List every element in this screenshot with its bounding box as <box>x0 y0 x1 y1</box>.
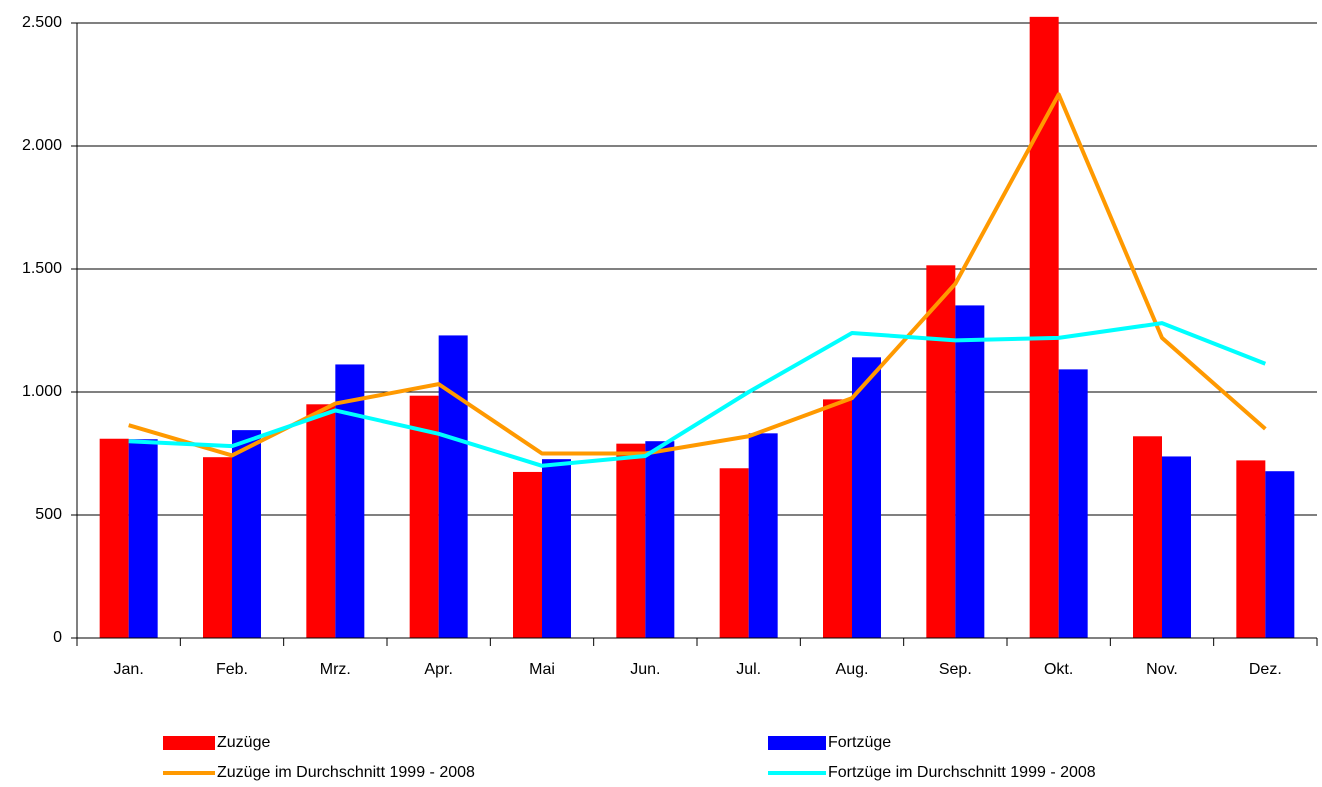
x-tick-label: Jun. <box>630 661 660 678</box>
x-tick-label: Apr. <box>424 661 452 678</box>
bar <box>128 439 158 638</box>
bar <box>438 335 468 638</box>
bar <box>823 399 852 638</box>
legend-label: Zuzüge im Durchschnitt 1999 - 2008 <box>217 764 475 781</box>
line <box>128 321 1267 468</box>
bar <box>335 364 365 638</box>
bar <box>955 305 985 638</box>
bar <box>409 395 439 638</box>
x-tick-label: Okt. <box>1044 661 1073 678</box>
bar <box>748 433 778 638</box>
line <box>128 92 1267 458</box>
bar <box>1058 369 1088 638</box>
bar <box>926 265 956 638</box>
x-tick-label: Mai <box>529 661 555 678</box>
bar <box>232 430 261 638</box>
x-tick-label: Mrz. <box>320 661 351 678</box>
bar <box>1133 436 1162 638</box>
bar <box>203 457 232 638</box>
y-tick-label: 1.000 <box>22 383 62 400</box>
x-tick-label: Jan. <box>114 661 144 678</box>
legend-label: Fortzüge im Durchschnitt 1999 - 2008 <box>828 764 1096 781</box>
bar <box>542 459 571 638</box>
bar <box>852 357 881 638</box>
x-tick-label: Feb. <box>216 661 248 678</box>
y-tick-label: 0 <box>53 629 62 646</box>
bar <box>1162 456 1191 638</box>
y-tick-label: 500 <box>35 506 62 523</box>
x-tick-label: Dez. <box>1249 661 1282 678</box>
bar <box>616 443 646 638</box>
legend-label: Fortzüge <box>828 734 891 751</box>
bar <box>1265 471 1295 638</box>
y-tick-label: 1.500 <box>22 260 62 277</box>
legend-label: Zuzüge <box>217 734 270 751</box>
bar <box>1029 16 1059 639</box>
bar <box>99 438 129 638</box>
bar <box>719 468 749 638</box>
x-tick-label: Jul. <box>736 661 761 678</box>
y-tick-label: 2.000 <box>22 137 62 154</box>
bar <box>513 471 542 638</box>
x-tick-label: Nov. <box>1146 661 1178 678</box>
bar <box>306 404 336 638</box>
bar <box>645 441 675 638</box>
x-tick-label: Aug. <box>836 661 869 678</box>
legend-swatch <box>768 736 826 750</box>
legend-swatch <box>163 736 215 750</box>
x-tick-label: Sep. <box>939 661 972 678</box>
y-tick-label: 2.500 <box>22 14 62 31</box>
bar <box>1236 460 1266 638</box>
